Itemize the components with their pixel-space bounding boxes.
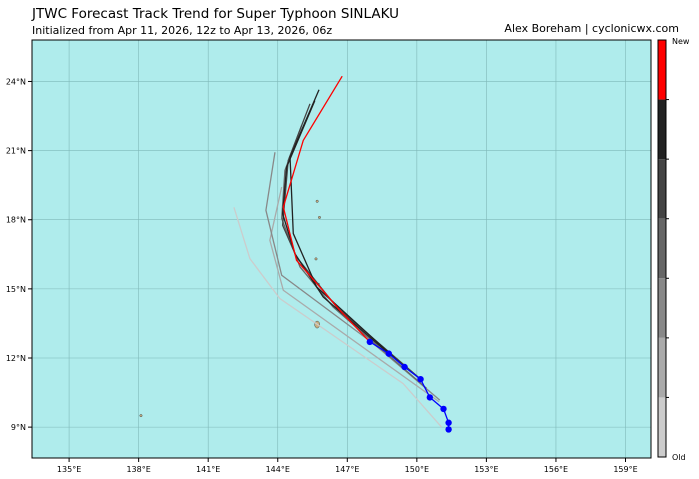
observed-position-marker [440, 405, 447, 413]
forecast-track [269, 186, 440, 403]
forecast-track [265, 152, 441, 401]
lon-tick-label: 141°E [196, 465, 220, 474]
island-landmass [139, 414, 143, 418]
colorbar-segment [658, 99, 666, 160]
colorbar-segment [658, 337, 666, 398]
observed-position-marker [417, 375, 424, 383]
observed-position-marker [445, 426, 452, 433]
observed-position-marker [426, 394, 434, 401]
colorbar-label-new: New [672, 37, 690, 46]
colorbar-segment [658, 278, 666, 338]
island-landmass [315, 199, 319, 203]
observed-position-marker [445, 419, 452, 426]
lon-tick-label: 144°E [266, 465, 290, 474]
island-landmass [318, 215, 321, 219]
lat-tick-label: 9°N [11, 423, 26, 432]
lon-tick-label: 159°E [613, 465, 637, 474]
lat-tick-label: 18°N [6, 216, 26, 225]
lat-tick-label: 21°N [6, 147, 26, 156]
forecast-track [281, 100, 390, 355]
colorbar-segment [658, 218, 666, 279]
chart-subtitle: Initialized from Apr 11, 2026, 12z to Ap… [32, 24, 333, 37]
lat-tick-label: 24°N [6, 77, 26, 86]
lon-tick-label: 150°E [405, 465, 429, 474]
lon-tick-label: 135°E [57, 465, 81, 474]
observed-position-marker [385, 350, 392, 357]
lon-tick-label: 138°E [126, 465, 150, 474]
colorbar-segment [658, 159, 666, 219]
ocean [32, 40, 651, 458]
colorbar-segment [658, 40, 666, 100]
lon-tick-label: 147°E [335, 465, 359, 474]
observed-position-marker [401, 363, 408, 371]
chart-title: JTWC Forecast Track Trend for Super Typh… [32, 6, 399, 22]
map-frame [31, 39, 652, 459]
observed-position-marker [366, 338, 373, 346]
forecast-track [281, 103, 421, 379]
lat-tick-label: 15°N [6, 285, 26, 294]
lat-tick-label: 12°N [6, 354, 26, 363]
credit: Alex Boreham | cyclonicwx.com [504, 22, 679, 35]
forecast-track [233, 207, 442, 428]
island-landmass [314, 257, 318, 261]
colorbar-label-old: Old [672, 453, 686, 462]
lon-tick-label: 156°E [544, 465, 568, 474]
lon-tick-label: 153°E [474, 465, 498, 474]
colorbar-segment [658, 397, 666, 457]
colorbar-frame [657, 39, 667, 458]
forecast-track [282, 75, 371, 343]
